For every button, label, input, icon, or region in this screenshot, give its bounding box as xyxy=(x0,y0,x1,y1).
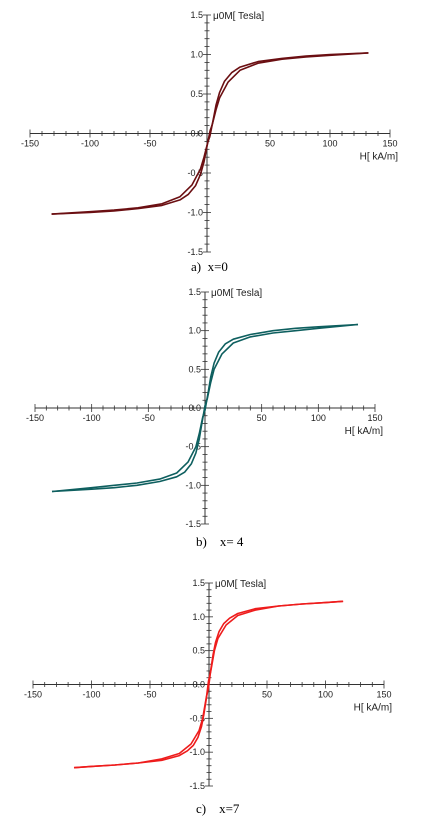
x-axis-title: H[ kA/m] xyxy=(345,426,384,437)
y-tick-label: 1.5 xyxy=(192,578,205,588)
descending-branch-line xyxy=(51,52,369,215)
y-tick-label: -1.0 xyxy=(187,208,203,218)
x-tick-label: -100 xyxy=(81,139,99,149)
x-axis-title: H[ kA/m] xyxy=(360,152,399,163)
y-tick-label: 0.0 xyxy=(192,680,205,690)
x-tick-label: 150 xyxy=(376,690,391,700)
caption-a: a) x=0 xyxy=(191,259,228,274)
x-tick-label: 100 xyxy=(318,690,333,700)
y-axis-title: μ0M[ Tesla] xyxy=(215,579,266,590)
y-tick-label: 1.5 xyxy=(188,287,201,297)
x-tick-label: 50 xyxy=(265,139,275,149)
hysteresis-chart-b: -150 -100 -50 50 100 150 1.5 1.0 0.5 0.0 -0.5 -1.0 -… xyxy=(26,287,384,529)
y-tick-label: 0.0 xyxy=(190,129,203,139)
y-tick-label: 0.5 xyxy=(190,89,203,99)
y-tick-label: -1.0 xyxy=(185,480,201,490)
panel-c: -150 -100 -50 50 100 150 1.5 1.0 0.5 0.0 -0.5 -1.0 -… xyxy=(0,553,422,821)
caption-b: b) x= 4 xyxy=(196,534,244,549)
x-tick-label: -100 xyxy=(83,413,101,423)
y-tick-label: -0.5 xyxy=(187,168,203,178)
x-tick-label: -150 xyxy=(21,139,39,149)
hysteresis-chart-a: -150 -100 -50 50 100 150 1.5 1.0 0.5 0.0 -0.5 -1.0 -… xyxy=(21,10,399,257)
y-tick-label: 1.0 xyxy=(190,50,203,60)
y-tick-label: 0.5 xyxy=(188,364,201,374)
x-tick-label: -50 xyxy=(143,139,156,149)
descending-branch-line xyxy=(51,323,359,493)
y-axis-title: μ0M[ Tesla] xyxy=(213,11,264,22)
x-tick-label: -50 xyxy=(143,690,156,700)
y-tick-label: -0.5 xyxy=(189,713,205,723)
panel-b: -150 -100 -50 50 100 150 1.5 1.0 0.5 0.0 -0.5 -1.0 -… xyxy=(0,278,422,553)
panel-a: -150 -100 -50 50 100 150 1.5 1.0 0.5 0.0 -0.5 -1.0 -… xyxy=(0,0,422,275)
y-axis-title: μ0M[ Tesla] xyxy=(211,288,262,299)
x-tick-label: -150 xyxy=(24,690,42,700)
x-tick-label: 100 xyxy=(311,413,326,423)
caption-c: c) x=7 xyxy=(196,801,240,816)
descending-branch-line xyxy=(73,600,344,769)
x-tick-label: 50 xyxy=(257,413,267,423)
x-tick-label: 100 xyxy=(322,139,337,149)
y-tick-label: -1.5 xyxy=(189,781,205,791)
x-tick-label: 150 xyxy=(367,413,382,423)
y-tick-label: 1.0 xyxy=(188,326,201,336)
y-tick-label: 1.5 xyxy=(190,10,203,20)
y-tick-label: -1.5 xyxy=(185,519,201,529)
y-tick-label: 0.5 xyxy=(192,646,205,656)
y-tick-label: -0.5 xyxy=(185,442,201,452)
x-tick-label: -100 xyxy=(82,690,100,700)
x-tick-label: -50 xyxy=(142,413,155,423)
x-tick-label: 50 xyxy=(262,690,272,700)
y-tick-label: 1.0 xyxy=(192,612,205,622)
x-tick-label: 150 xyxy=(382,139,397,149)
x-axis-title: H[ kA/m] xyxy=(354,703,393,714)
y-tick-label: -1.0 xyxy=(189,747,205,757)
x-tick-label: -150 xyxy=(26,413,44,423)
y-tick-label: -1.5 xyxy=(187,247,203,257)
y-tick-label: 0.0 xyxy=(188,403,201,413)
hysteresis-chart-c: -150 -100 -50 50 100 150 1.5 1.0 0.5 0.0 -0.5 -1.0 -… xyxy=(24,578,393,791)
